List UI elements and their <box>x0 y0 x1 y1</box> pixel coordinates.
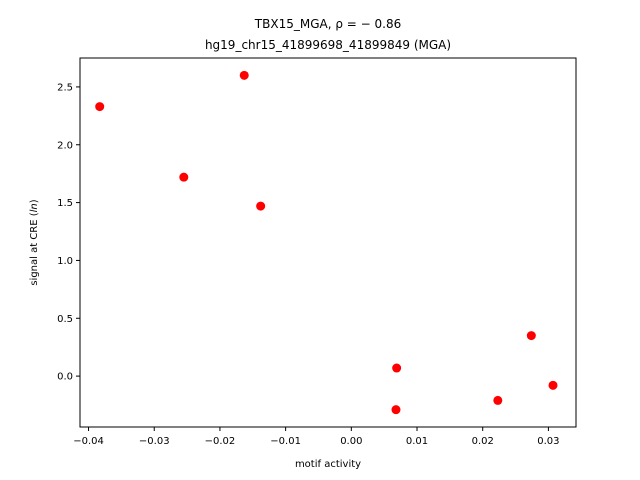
y-axis-label: signal at CRE (ln) <box>29 199 40 285</box>
y-tick-label: 0.0 <box>57 372 73 383</box>
data-point <box>179 172 189 182</box>
x-tick-label: 0.02 <box>472 436 494 447</box>
y-tick-label: 1.5 <box>57 198 73 209</box>
data-point <box>493 395 503 405</box>
y-tick-label: 1.0 <box>57 256 73 267</box>
y-axis-label-italic: ln <box>29 203 40 212</box>
data-point <box>256 201 266 211</box>
x-tick-label: −0.01 <box>270 436 301 447</box>
data-point <box>95 102 105 112</box>
x-tick-label: 0.03 <box>537 436 559 447</box>
y-axis-ticks: 0.0 0.5 1.0 1.5 2.0 2.5 <box>57 82 80 383</box>
y-axis-label-suffix: ) <box>29 199 40 203</box>
data-point <box>392 363 402 373</box>
x-axis-ticks: −0.04 −0.03 −0.02 −0.01 0.00 0.01 0.02 0.03 <box>73 427 560 447</box>
data-point <box>548 380 558 390</box>
y-tick-label: 2.0 <box>57 140 73 151</box>
chart-title-line2: hg19_chr15_41899698_41899849 (MGA) <box>205 38 451 52</box>
data-point <box>391 405 401 415</box>
x-tick-label: −0.04 <box>73 436 104 447</box>
y-tick-label: 2.5 <box>57 82 73 93</box>
x-tick-label: −0.02 <box>205 436 236 447</box>
x-tick-label: 0.00 <box>340 436 362 447</box>
data-points <box>95 70 558 415</box>
chart-title-line1: TBX15_MGA, ρ = − 0.86 <box>254 17 401 31</box>
data-point <box>526 331 536 341</box>
x-axis-label: motif activity <box>295 459 361 470</box>
x-tick-label: −0.03 <box>139 436 170 447</box>
plot-area-frame <box>79 57 577 428</box>
y-tick-label: 0.5 <box>57 314 73 325</box>
y-axis-label-prefix: signal at CRE ( <box>29 212 40 285</box>
x-tick-label: 0.01 <box>406 436 428 447</box>
data-point <box>239 70 249 80</box>
